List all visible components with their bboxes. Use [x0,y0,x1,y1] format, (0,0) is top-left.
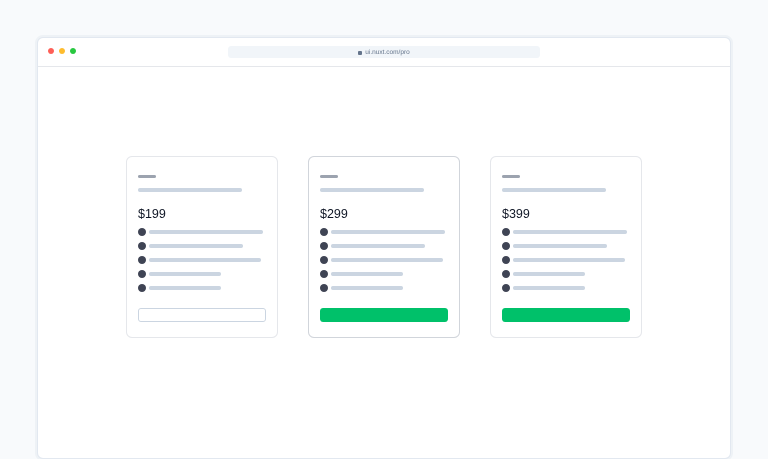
feature-item [320,270,403,278]
feature-placeholder [513,244,607,248]
feature-item [502,256,625,264]
feature-item [320,284,403,292]
select-plan-button[interactable] [502,308,630,322]
maximize-window-icon[interactable] [70,48,76,54]
select-plan-button[interactable] [138,308,266,322]
feature-item [502,242,607,250]
feature-placeholder [331,230,445,234]
bullet-icon [138,270,146,278]
bullet-icon [502,228,510,236]
feature-item [138,284,221,292]
feature-placeholder [149,244,243,248]
feature-item [138,270,221,278]
feature-item [502,228,627,236]
bullet-icon [320,284,328,292]
pricing-card: $199 [126,156,278,338]
bullet-icon [138,242,146,250]
feature-item [502,284,585,292]
plan-name-placeholder [320,175,338,178]
bullet-icon [502,284,510,292]
bullet-icon [320,256,328,264]
url-text: ui.nuxt.com/pro [365,48,410,56]
plan-price: $299 [320,207,348,221]
feature-item [138,256,261,264]
bullet-icon [502,242,510,250]
bullet-icon [502,270,510,278]
feature-placeholder [513,272,585,276]
bullet-icon [320,228,328,236]
feature-placeholder [513,286,585,290]
bullet-icon [138,256,146,264]
browser-title-bar: ui.nuxt.com/pro [38,38,730,67]
minimize-window-icon[interactable] [59,48,65,54]
address-bar[interactable]: ui.nuxt.com/pro [228,46,540,58]
feature-placeholder [149,258,261,262]
close-window-icon[interactable] [48,48,54,54]
feature-placeholder [331,272,403,276]
plan-description-placeholder [138,188,242,192]
bullet-icon [320,270,328,278]
plan-name-placeholder [502,175,520,178]
feature-item [320,242,425,250]
feature-item [320,256,443,264]
feature-placeholder [331,244,425,248]
plan-price: $399 [502,207,530,221]
feature-item [502,270,585,278]
plan-name-placeholder [138,175,156,178]
feature-placeholder [149,272,221,276]
select-plan-button[interactable] [320,308,448,322]
lock-icon [358,51,363,55]
feature-placeholder [513,258,625,262]
plan-description-placeholder [502,188,606,192]
bullet-icon [138,284,146,292]
feature-placeholder [149,286,221,290]
plan-description-placeholder [320,188,424,192]
feature-placeholder [149,230,263,234]
bullet-icon [502,256,510,264]
feature-item [138,228,263,236]
feature-placeholder [331,286,403,290]
pricing-card: $299 [308,156,460,338]
feature-placeholder [331,258,443,262]
feature-item [320,228,445,236]
bullet-icon [320,242,328,250]
plan-price: $199 [138,207,166,221]
feature-placeholder [513,230,627,234]
bullet-icon [138,228,146,236]
feature-item [138,242,243,250]
pricing-card: $399 [490,156,642,338]
